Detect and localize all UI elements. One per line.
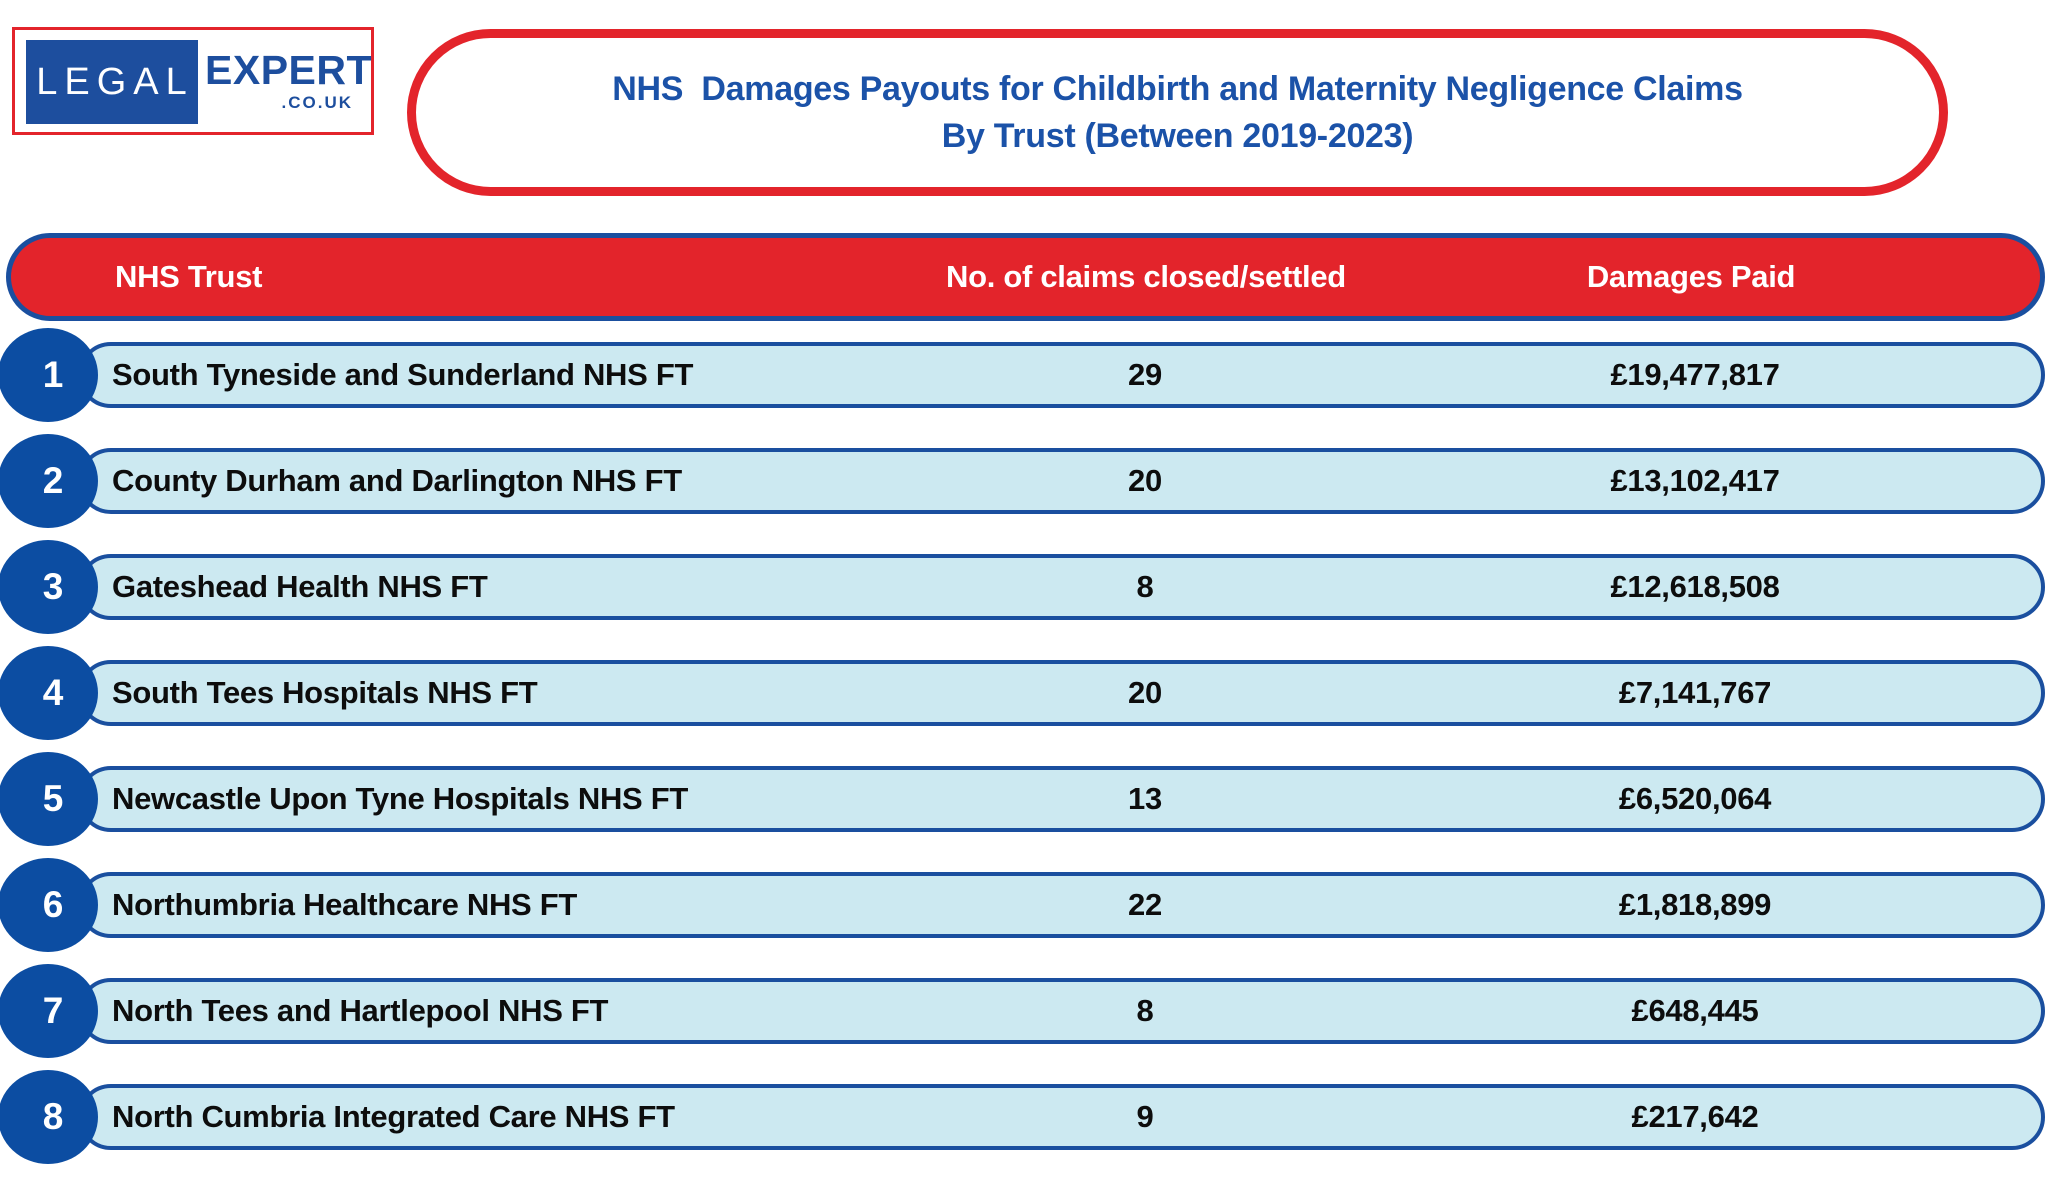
table-body: South Tyneside and Sunderland NHS FT 29 … bbox=[0, 328, 2048, 1190]
row-pill: North Tees and Hartlepool NHS FT 8 £648,… bbox=[78, 978, 2045, 1044]
title-banner: NHS Damages Payouts for Childbirth and M… bbox=[407, 29, 1948, 196]
rank-badge: 2 bbox=[0, 434, 98, 528]
rank-badge: 7 bbox=[0, 964, 98, 1058]
rank-badge: 4 bbox=[0, 646, 98, 740]
table-row: North Cumbria Integrated Care NHS FT 9 £… bbox=[0, 1070, 2048, 1164]
header-nhs-trust: NHS Trust bbox=[115, 259, 263, 294]
damages-cell: £19,477,817 bbox=[1610, 357, 1780, 392]
table-row: Newcastle Upon Tyne Hospitals NHS FT 13 … bbox=[0, 752, 2048, 846]
rank-badge: 1 bbox=[0, 328, 98, 422]
trust-name-cell: North Tees and Hartlepool NHS FT bbox=[112, 993, 609, 1028]
header-damages: Damages Paid bbox=[1586, 259, 1796, 294]
row-pill: Newcastle Upon Tyne Hospitals NHS FT 13 … bbox=[78, 766, 2045, 832]
row-pill: North Cumbria Integrated Care NHS FT 9 £… bbox=[78, 1084, 2045, 1150]
damages-cell: £12,618,508 bbox=[1610, 569, 1780, 604]
table-header-row: NHS Trust No. of claims closed/settled D… bbox=[6, 233, 2045, 321]
trust-name-cell: Northumbria Healthcare NHS FT bbox=[112, 887, 577, 922]
claims-cell: 29 bbox=[1128, 357, 1162, 392]
row-pill: County Durham and Darlington NHS FT 20 £… bbox=[78, 448, 2045, 514]
table-row: South Tees Hospitals NHS FT 20 £7,141,76… bbox=[0, 646, 2048, 740]
claims-cell: 8 bbox=[1136, 569, 1154, 604]
logo-couk-text: .CO.UK bbox=[281, 93, 353, 112]
logo-right-section: EXPERT .CO.UK bbox=[205, 47, 373, 114]
trust-name-cell: South Tees Hospitals NHS FT bbox=[112, 675, 538, 710]
rank-badge: 5 bbox=[0, 752, 98, 846]
table-row: Gateshead Health NHS FT 8 £12,618,508 3 bbox=[0, 540, 2048, 634]
claims-cell: 8 bbox=[1136, 993, 1154, 1028]
claims-cell: 9 bbox=[1136, 1099, 1154, 1134]
damages-cell: £13,102,417 bbox=[1610, 463, 1780, 498]
table-row: Northumbria Healthcare NHS FT 22 £1,818,… bbox=[0, 858, 2048, 952]
row-pill: Northumbria Healthcare NHS FT 22 £1,818,… bbox=[78, 872, 2045, 938]
damages-cell: £1,818,899 bbox=[1618, 887, 1772, 922]
rank-badge: 3 bbox=[0, 540, 98, 634]
logo-expert-text: EXPERT bbox=[205, 47, 373, 93]
title-line-2: By Trust (Between 2019-2023) bbox=[941, 116, 1414, 155]
damages-cell: £648,445 bbox=[1631, 993, 1759, 1028]
table-row: South Tyneside and Sunderland NHS FT 29 … bbox=[0, 328, 2048, 422]
legal-expert-logo: LEGAL EXPERT .CO.UK bbox=[12, 27, 374, 135]
damages-cell: £7,141,767 bbox=[1618, 675, 1772, 710]
claims-cell: 13 bbox=[1128, 781, 1162, 816]
claims-cell: 22 bbox=[1128, 887, 1162, 922]
damages-cell: £6,520,064 bbox=[1618, 781, 1772, 816]
row-pill: South Tyneside and Sunderland NHS FT 29 … bbox=[78, 342, 2045, 408]
row-pill: Gateshead Health NHS FT 8 £12,618,508 bbox=[78, 554, 2045, 620]
title-line-1: NHS Damages Payouts for Childbirth and M… bbox=[612, 69, 1743, 108]
trust-name-cell: North Cumbria Integrated Care NHS FT bbox=[112, 1099, 675, 1134]
trust-name-cell: Newcastle Upon Tyne Hospitals NHS FT bbox=[112, 781, 689, 816]
table-row: North Tees and Hartlepool NHS FT 8 £648,… bbox=[0, 964, 2048, 1058]
trust-name-cell: Gateshead Health NHS FT bbox=[112, 569, 488, 604]
header-claims: No. of claims closed/settled bbox=[946, 259, 1346, 294]
row-pill: South Tees Hospitals NHS FT 20 £7,141,76… bbox=[78, 660, 2045, 726]
table-row: County Durham and Darlington NHS FT 20 £… bbox=[0, 434, 2048, 528]
claims-cell: 20 bbox=[1128, 675, 1162, 710]
rank-badge: 6 bbox=[0, 858, 98, 952]
trust-name-cell: South Tyneside and Sunderland NHS FT bbox=[112, 357, 694, 392]
rank-badge: 8 bbox=[0, 1070, 98, 1164]
damages-cell: £217,642 bbox=[1631, 1099, 1759, 1134]
logo-legal-box: LEGAL bbox=[26, 40, 198, 124]
claims-cell: 20 bbox=[1128, 463, 1162, 498]
trust-name-cell: County Durham and Darlington NHS FT bbox=[112, 463, 682, 498]
